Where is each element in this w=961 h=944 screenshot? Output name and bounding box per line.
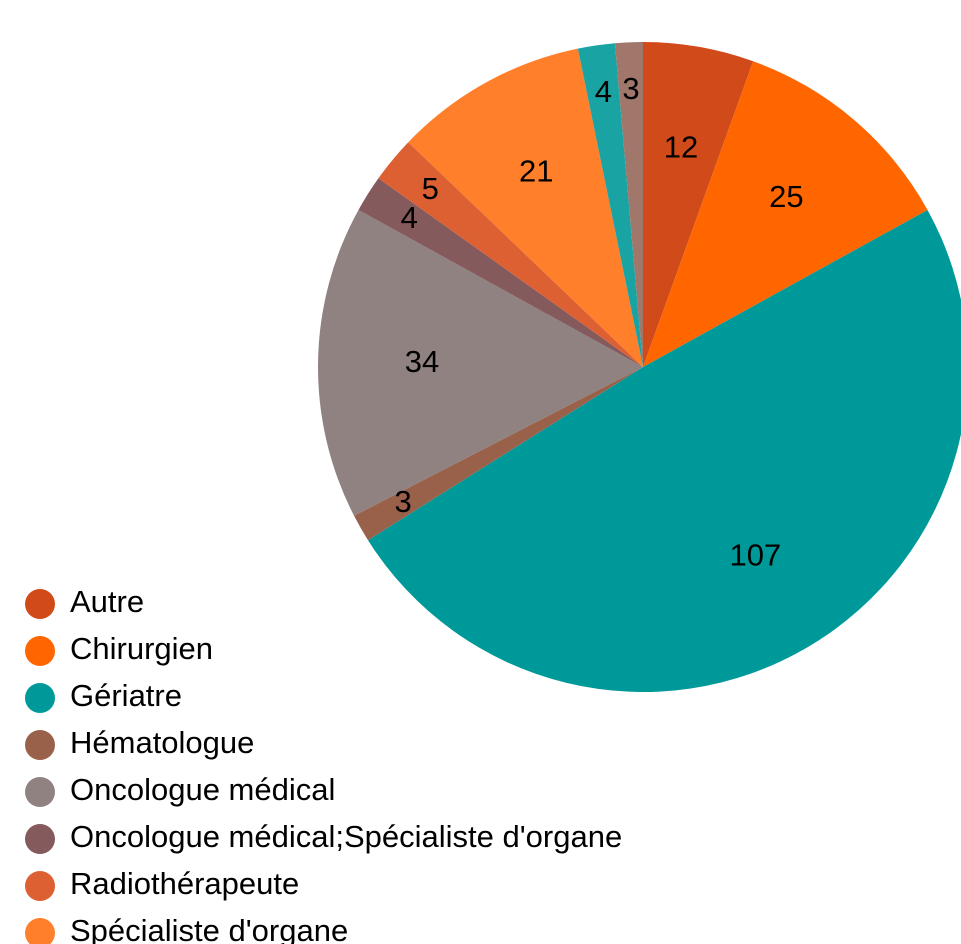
legend-marker <box>25 824 55 854</box>
pie-slice <box>408 48 643 368</box>
pie-slice <box>643 42 754 367</box>
data-label: 25 <box>769 179 803 214</box>
legend-label: Radiothérapeute <box>70 866 299 901</box>
legend-marker <box>25 683 55 713</box>
legend-label: Oncologue médical <box>70 772 335 807</box>
legend-label: Spécialiste d'organe <box>70 913 348 944</box>
pie-slice <box>614 42 643 367</box>
pie-slice <box>577 43 643 368</box>
data-label: 3 <box>622 71 639 106</box>
legend-marker <box>25 730 55 760</box>
legend-marker <box>25 918 55 944</box>
data-label: 4 <box>595 74 612 109</box>
pie-slice <box>318 209 643 516</box>
pie-slice <box>354 367 643 541</box>
legend-marker <box>25 589 55 619</box>
legend-marker <box>25 636 55 666</box>
data-label: 12 <box>664 129 698 164</box>
data-label: 3 <box>394 484 411 519</box>
data-label: 107 <box>729 538 781 573</box>
legend-label: Chirurgien <box>70 631 213 666</box>
legend-label: Gériatre <box>70 678 182 713</box>
legend-label: Oncologue médical;Spécialiste d'organe <box>70 819 622 854</box>
data-label: 4 <box>401 200 418 235</box>
data-label: 34 <box>405 344 439 379</box>
data-label: 21 <box>519 154 553 189</box>
pie-slice <box>358 178 643 367</box>
data-label: 5 <box>422 171 439 206</box>
legend-marker <box>25 777 55 807</box>
legend-label: Hématologue <box>70 725 254 760</box>
legend-label: Autre <box>70 584 144 619</box>
pie-slice <box>367 209 961 693</box>
legend-marker <box>25 871 55 901</box>
pie-slice <box>378 142 643 367</box>
pie-slice <box>643 61 928 368</box>
